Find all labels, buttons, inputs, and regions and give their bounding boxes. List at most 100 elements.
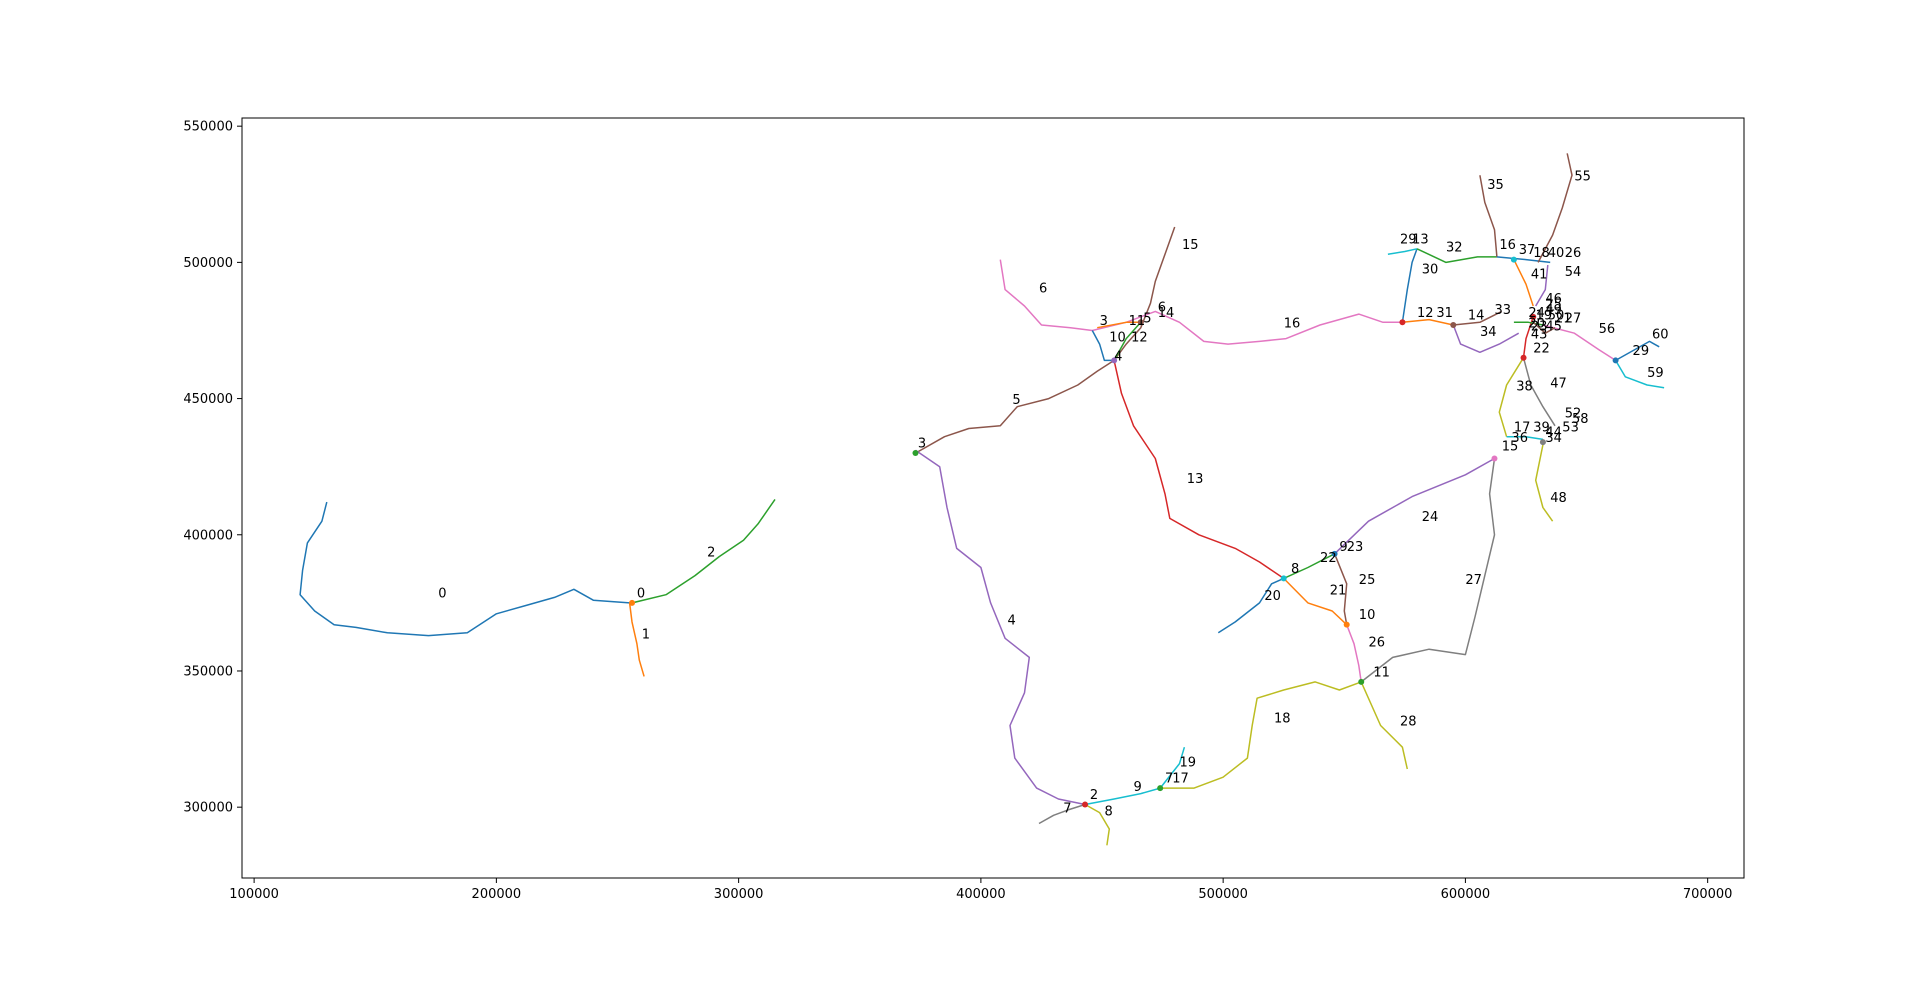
x-tick-label: 700000 [1683,887,1733,902]
segment-label-2: 1 [642,627,650,642]
river-segment-38 [1522,357,1556,427]
segment-label-17: 13 [1187,472,1204,487]
river-segment-29 [1496,256,1551,264]
segment-label-38: 24 [1422,510,1439,525]
junction-marker-7 [1331,550,1338,557]
segment-label-6: 4 [1008,614,1016,629]
river-segment-3 [915,226,1176,454]
segment-label-14: 12 [1131,330,1148,345]
segment-label-48: 48 [1550,491,1567,506]
junction-marker-10 [1399,319,1406,326]
segment-label-4: 3 [918,437,926,452]
river-segment-18 [1345,624,1362,683]
segment-label-84: 20 [1528,317,1545,332]
river-segment-22 [1401,248,1418,323]
segment-label-16: 15 [1182,238,1199,253]
river-segment-25 [1402,318,1454,326]
x-tick-label: 600000 [1441,887,1491,902]
segment-label-68: 37 [1519,243,1536,258]
segment-label-20: 7 [1063,802,1071,817]
y-tick-label: 550000 [183,120,233,135]
segment-label-44: 38 [1516,379,1533,394]
y-tick-label: 350000 [183,664,233,679]
river-segment-37 [1498,357,1525,437]
y-tick-label: 500000 [183,256,233,271]
segment-label-71: 26 [1565,246,1582,261]
segment-label-60: 14 [1468,309,1485,324]
segment-label-26: 18 [1274,712,1291,727]
segment-label-51: 53 [1562,420,1579,435]
y-tick-label: 450000 [183,392,233,407]
river-segment-1 [628,602,645,677]
river-segment-33 [1542,324,1617,362]
segment-label-45: 47 [1550,377,1567,392]
series-layer [299,153,1665,846]
river-segment-16 [1283,553,1335,580]
segment-label-35: 26 [1369,635,1386,650]
segment-label-22: 9 [1134,780,1142,795]
segment-label-53: 44 [1545,426,1562,441]
segment-label-46: 22 [1533,341,1550,356]
river-segment-12 [1084,746,1186,806]
river-segment-10 [1038,803,1086,825]
segment-label-41: 36 [1511,431,1528,446]
segment-label-9: 10 [1109,330,1126,345]
segment-label-21: 8 [1104,804,1112,819]
segment-label-72: 54 [1565,265,1582,280]
x-tick-label: 100000 [229,887,279,902]
river-segment-42 [1532,321,1556,334]
river-segment-2 [631,498,776,604]
river-segment-7 [1091,330,1115,362]
segment-label-66: 32 [1446,240,1463,255]
river-segment-40 [1534,444,1554,522]
river-segment-26 [1453,310,1503,326]
river-segment-9 [1113,321,1142,361]
river-segment-36 [1522,316,1534,358]
junction-marker-8 [1343,621,1350,628]
segment-label-75: 55 [1574,170,1591,185]
river-segment-28 [1452,324,1520,354]
segment-label-12: 14 [1158,306,1175,321]
river-segment-21 [1360,681,1409,770]
segment-label-25: 19 [1180,755,1197,770]
segment-label-78: 49 [1545,303,1562,318]
x-tick-label: 200000 [472,887,522,902]
segment-label-34: 10 [1359,608,1376,623]
segment-label-65: 13 [1412,232,1429,247]
river-segment-20 [1360,458,1496,683]
segment-label-13: 6 [1158,300,1166,315]
segment-label-85: 45 [1545,319,1562,334]
segment-label-63: 30 [1422,262,1439,277]
segment-label-36: 11 [1373,665,1390,680]
segment-label-31: 23 [1347,540,1364,555]
segment-label-67: 16 [1499,238,1516,253]
plot-frame [241,117,1745,879]
segment-label-52: 34 [1545,431,1562,446]
junction-marker-17 [1539,439,1546,446]
segment-label-33: 25 [1359,573,1376,588]
river-segment-4 [915,449,1086,806]
river-segment-27 [1479,175,1498,257]
segment-label-40: 15 [1502,439,1519,454]
segment-label-83: 19 [1536,309,1553,324]
segment-label-47: 43 [1531,328,1548,343]
y-tick-label: 400000 [183,528,233,543]
river-segment-24 [1416,248,1497,264]
segment-label-55: 59 [1647,366,1664,381]
x-tick-label: 400000 [956,887,1006,902]
segment-label-3: 2 [707,546,715,561]
x-axis: 100000 200000 300000 400000 500000 600000 7000… [229,878,1732,902]
junction-marker-5 [1157,785,1164,792]
segment-label-70: 40 [1548,246,1565,261]
junction-marker-1 [1082,801,1089,808]
river-segment-6 [999,259,1403,345]
junction-marker-14 [1520,354,1527,361]
river-segment-30 [1513,259,1534,307]
river-segment-39 [1506,435,1544,441]
segment-label-15: 4 [1114,349,1122,364]
segment-label-42: 17 [1514,420,1531,435]
junction-marker-3 [1111,357,1118,364]
